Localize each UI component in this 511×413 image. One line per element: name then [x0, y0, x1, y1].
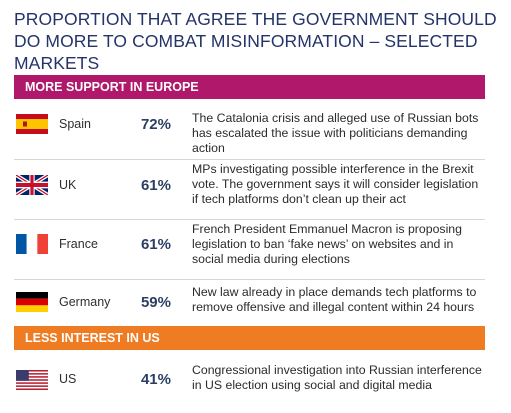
chart-title: PROPORTION THAT AGREE THE GOVERNMENT SHO… — [14, 9, 497, 73]
table-row-france: France 61% French President Emmanuel Mac… — [14, 220, 485, 280]
row-divider — [14, 279, 485, 280]
spain-flag-icon — [16, 114, 48, 134]
section-header-europe: MORE SUPPORT IN EUROPE — [14, 75, 485, 99]
country-label: Germany — [59, 295, 111, 309]
country-label: Spain — [59, 117, 91, 131]
france-flag-icon — [16, 234, 48, 254]
uk-flag-icon — [16, 175, 48, 195]
row-divider — [14, 219, 485, 220]
row-description: The Catalonia crisis and alleged use of … — [192, 111, 479, 155]
table-row-germany: Germany 59% New law already in place dem… — [14, 280, 485, 326]
germany-flag-icon — [16, 292, 48, 312]
us-flag-icon — [16, 370, 48, 390]
row-description: French President Emmanuel Macron is prop… — [192, 222, 462, 266]
percent-value: 59% — [140, 294, 171, 311]
row-description: New law already in place demands tech pl… — [192, 285, 477, 314]
row-description: Congressional investigation into Russian… — [192, 363, 482, 392]
percent-value: 72% — [140, 116, 171, 133]
table-row-uk: UK 61% MPs investigating possible interf… — [14, 160, 485, 220]
table-row-us: US 41% Congressional investigation into … — [14, 352, 485, 402]
country-label: US — [59, 372, 77, 386]
percent-value: 41% — [140, 371, 171, 388]
row-description: MPs investigating possible interference … — [192, 162, 479, 206]
percent-value: 61% — [140, 236, 171, 253]
country-label: France — [59, 237, 98, 251]
section-header-us: LESS INTEREST IN US — [14, 326, 485, 350]
country-label: UK — [59, 178, 77, 192]
percent-value: 61% — [140, 177, 171, 194]
row-divider — [14, 159, 485, 160]
table-row-spain: Spain 72% The Catalonia crisis and alleg… — [14, 100, 485, 160]
